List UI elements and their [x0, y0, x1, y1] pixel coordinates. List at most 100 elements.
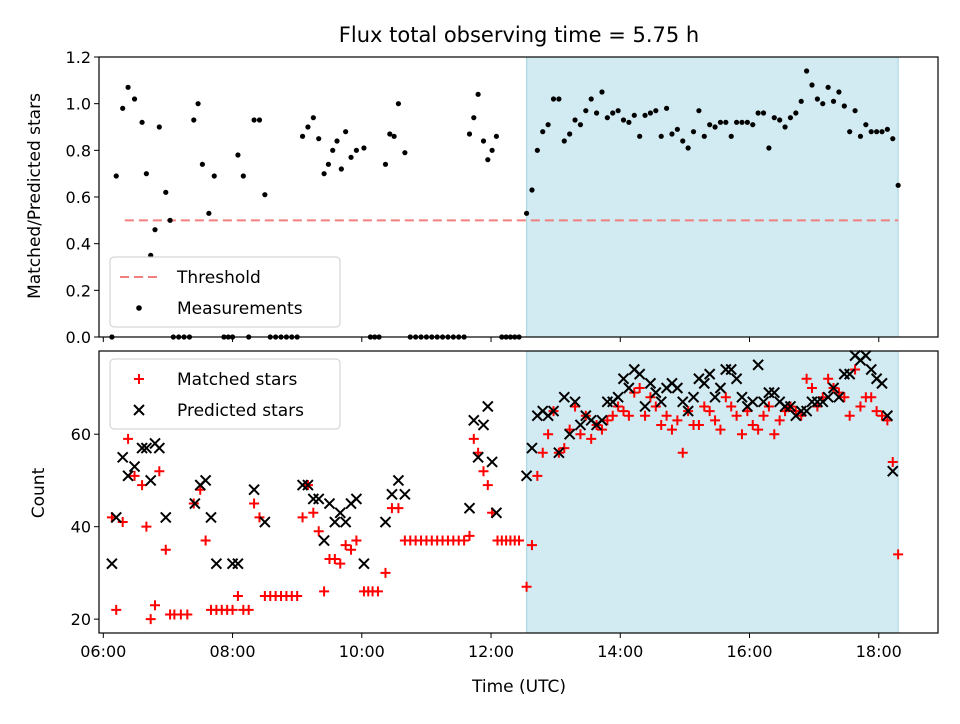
predicted-stars-point	[639, 400, 651, 413]
legend-predicted-stars-swatch	[133, 404, 145, 416]
predicted-stars-point	[827, 382, 840, 394]
measurements-point	[523, 210, 530, 216]
predicted-stars-point	[752, 359, 764, 371]
matched-stars-point	[699, 401, 710, 412]
top-y-tick-label: 1.2	[66, 48, 91, 67]
measurements-point	[299, 133, 306, 139]
measurements-point	[120, 105, 126, 111]
measurements-point	[321, 171, 327, 177]
measurements-point	[701, 133, 707, 139]
measurements-point	[610, 110, 616, 116]
matched-stars-point	[602, 415, 613, 426]
matched-stars-point	[656, 419, 667, 430]
legend-matched-stars-label: Matched stars	[177, 370, 297, 390]
legend-matched-stars-swatch	[134, 374, 144, 384]
top-y-tick-label: 0.6	[66, 188, 91, 207]
measurements-point	[782, 124, 788, 130]
measurements-point	[334, 138, 340, 144]
measurements-point	[825, 84, 831, 90]
predicted-stars-point	[482, 400, 494, 413]
legend-measurements-label: Measurements	[177, 299, 303, 319]
matched-stars-point	[464, 530, 475, 541]
measurements-point	[653, 108, 659, 114]
predicted-stars-point	[650, 386, 662, 399]
matched-stars-point	[526, 540, 537, 551]
matched-stars-point	[478, 466, 489, 477]
measurements-point	[139, 119, 145, 125]
matched-stars-point	[650, 401, 661, 412]
measurements-point	[809, 82, 815, 88]
measurements-point	[195, 101, 201, 107]
measurements-point	[353, 147, 360, 153]
matched-stars-point	[629, 387, 640, 398]
matched-stars-point	[758, 410, 769, 421]
matched-stars-point	[117, 517, 128, 528]
bottom-x-tick-label: 10:00	[339, 642, 385, 661]
predicted-stars-point	[563, 428, 576, 440]
measurements-point	[874, 129, 880, 135]
bottom-panel: 20 40 60 06:00 08:00 10:00 12:00 14:00 16:00 18:0…	[71, 349, 939, 661]
measurements-point	[256, 117, 263, 123]
measurements-point	[685, 145, 691, 151]
predicted-stars-point	[547, 405, 560, 417]
predicted-stars-point	[334, 507, 346, 519]
measurements-point	[152, 227, 158, 233]
matched-stars-point	[839, 392, 850, 403]
predicted-stars-point	[259, 516, 271, 528]
matched-stars-point	[769, 429, 780, 440]
predicted-stars-point	[569, 396, 581, 408]
measurements-point	[156, 124, 162, 130]
matched-stars-point	[575, 429, 586, 440]
matched-stars-point	[243, 604, 254, 615]
matched-stars-point	[308, 507, 319, 518]
matched-stars-point	[715, 424, 726, 435]
matched-stars-point	[844, 410, 855, 421]
bottom-x-tick-label: 08:00	[209, 642, 255, 661]
matched-stars-point	[855, 401, 866, 412]
matched-stars-point	[613, 401, 624, 412]
predicted-stars-point	[768, 386, 781, 399]
bottom-y-tick-label: 20	[71, 610, 91, 629]
matched-stars-point	[634, 382, 645, 393]
top-y-axis-label: Matched/Predicted stars	[25, 93, 45, 299]
matched-stars-point	[801, 373, 812, 384]
measurements-point	[577, 122, 584, 128]
predicted-stars-point	[682, 405, 694, 417]
matched-stars-point	[232, 591, 243, 602]
predicted-stars-point	[671, 382, 684, 394]
matched-stars-point	[871, 406, 882, 417]
measurements-point	[599, 89, 605, 95]
matched-stars-point	[887, 456, 898, 467]
predicted-stars-point	[520, 470, 533, 482]
measurements-point	[583, 108, 589, 114]
top-y-tick-label: 1.0	[66, 95, 91, 114]
predicted-stars-point	[232, 557, 244, 570]
bottom-x-tick-label: 14:00	[597, 642, 643, 661]
predicted-stars-point	[210, 557, 223, 570]
matched-stars-point	[141, 521, 152, 532]
predicted-stars-point	[106, 557, 118, 570]
matched-stars-point	[763, 401, 774, 412]
matched-stars-point	[521, 581, 532, 592]
predicted-stars-point	[318, 534, 330, 547]
measurements-point	[475, 91, 481, 97]
matched-stars-point	[319, 586, 330, 597]
bottom-legend-box	[109, 358, 341, 430]
measurements-point	[884, 126, 890, 132]
measurements-point	[550, 96, 557, 102]
measurements-point	[572, 117, 578, 123]
matched-stars-point	[150, 600, 161, 611]
predicted-stars-point	[784, 400, 797, 413]
predicted-stars-point	[477, 419, 490, 431]
measurements-point	[879, 129, 885, 135]
predicted-stars-point	[757, 396, 770, 408]
measurements-point	[760, 110, 767, 116]
measurements-point	[890, 136, 896, 142]
matched-stars-point	[720, 392, 731, 403]
measurements-point	[663, 105, 670, 111]
predicted-stars-point	[655, 396, 667, 408]
measurements-point	[847, 129, 853, 135]
measurements-point	[485, 157, 491, 163]
matched-stars-point	[704, 406, 715, 417]
